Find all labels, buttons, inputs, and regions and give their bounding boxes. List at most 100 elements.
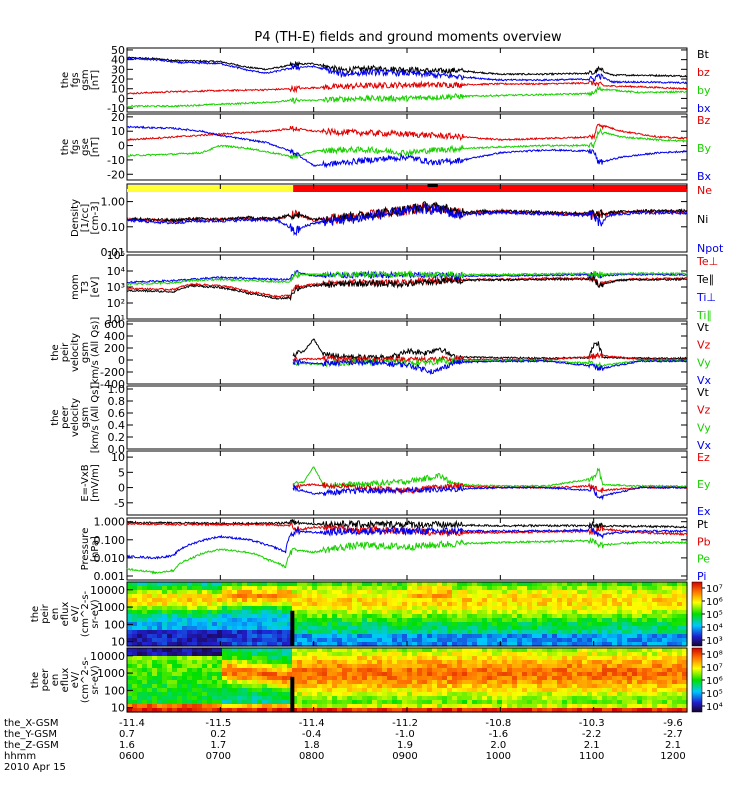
heatmap-cell (272, 614, 278, 619)
heatmap-cell (252, 688, 258, 693)
heatmap-cell (642, 704, 648, 709)
y-tick-label: 1000 (97, 601, 125, 614)
colorbar-tick-label: 10⁶ (706, 676, 723, 687)
heatmap-cell (302, 618, 308, 623)
heatmap-cell (672, 656, 678, 661)
heatmap-cell (192, 626, 198, 631)
heatmap-cell (532, 708, 538, 713)
heatmap-cell (277, 610, 283, 615)
heatmap-cell (677, 696, 683, 701)
heatmap-cell (267, 614, 273, 619)
heatmap-cell (662, 660, 668, 665)
heatmap-cell (582, 602, 588, 607)
heatmap-cell (282, 598, 288, 603)
heatmap-cell (402, 610, 408, 615)
mode-bar-marker (427, 184, 438, 187)
heatmap-cell (232, 696, 238, 701)
heatmap-cell (597, 614, 603, 619)
heatmap-cell (287, 622, 293, 627)
heatmap-cell (602, 652, 608, 657)
heatmap-cell (527, 680, 533, 685)
heatmap-cell (302, 692, 308, 697)
heatmap-cell (127, 642, 133, 647)
heatmap-cell (637, 660, 643, 665)
heatmap-cell (292, 590, 298, 595)
y-axis-label: gsm (80, 407, 91, 428)
heatmap-cell (337, 676, 343, 681)
heatmap-cell (517, 656, 523, 661)
heatmap-cell (312, 672, 318, 677)
heatmap-cell (317, 586, 323, 591)
heatmap-cell (377, 652, 383, 657)
heatmap-cell (207, 656, 213, 661)
heatmap-cell (247, 660, 253, 665)
heatmap-cell (602, 598, 608, 603)
heatmap-cell (537, 688, 543, 693)
heatmap-cell (462, 614, 468, 619)
heatmap-cell (387, 668, 393, 673)
heatmap-cell (642, 630, 648, 635)
heatmap-cell (407, 660, 413, 665)
heatmap-cell (307, 582, 313, 587)
heatmap-cell (662, 622, 668, 627)
heatmap-cell (447, 708, 453, 713)
heatmap-cell (157, 598, 163, 603)
heatmap-cell (407, 590, 413, 595)
heatmap-cell (372, 618, 378, 623)
heatmap-cell (407, 648, 413, 653)
heatmap-cell (507, 704, 513, 709)
heatmap-cell (447, 582, 453, 587)
heatmap-cell (162, 606, 168, 611)
heatmap-cell (172, 704, 178, 709)
heatmap-cell (177, 610, 183, 615)
heatmap-cell (612, 708, 618, 713)
heatmap-cell (287, 652, 293, 657)
heatmap-cell (202, 704, 208, 709)
heatmap-cell (247, 692, 253, 697)
y-tick-label: 10² (107, 297, 125, 310)
heatmap-cell (187, 696, 193, 701)
heatmap-cell (357, 586, 363, 591)
heatmap-cell (582, 634, 588, 639)
heatmap-cell (517, 664, 523, 669)
heatmap-cell (552, 708, 558, 713)
heatmap-cell (507, 692, 513, 697)
heatmap-cell (592, 668, 598, 673)
heatmap-cell (622, 626, 628, 631)
legend-label: Vy (697, 421, 711, 434)
heatmap-cell (197, 582, 203, 587)
heatmap-cell (502, 648, 508, 653)
heatmap-cell (337, 696, 343, 701)
heatmap-cell (342, 602, 348, 607)
heatmap-cell (502, 704, 508, 709)
heatmap-cell (387, 634, 393, 639)
heatmap-cell (472, 656, 478, 661)
heatmap-cell (347, 688, 353, 693)
heatmap-cell (217, 680, 223, 685)
heatmap-cell (182, 634, 188, 639)
heatmap-cell (457, 684, 463, 689)
heatmap-cell (472, 664, 478, 669)
heatmap-cell (332, 594, 338, 599)
heatmap-cell (327, 618, 333, 623)
heatmap-cell (202, 676, 208, 681)
heatmap-cell (582, 704, 588, 709)
heatmap-cell (482, 634, 488, 639)
heatmap-cell (302, 630, 308, 635)
heatmap-cell (512, 680, 518, 685)
heatmap-cell (557, 610, 563, 615)
heatmap-cell (367, 638, 373, 643)
heatmap-cell (547, 594, 553, 599)
heatmap-cell (297, 688, 303, 693)
heatmap-cell (637, 634, 643, 639)
heatmap-cell (137, 676, 143, 681)
heatmap-cell (412, 598, 418, 603)
heatmap-cell (152, 704, 158, 709)
heatmap-cell (402, 684, 408, 689)
heatmap-cell (307, 692, 313, 697)
heatmap-cell (292, 664, 298, 669)
heatmap-cell (382, 602, 388, 607)
heatmap-cell (357, 708, 363, 713)
heatmap-cell (307, 648, 313, 653)
heatmap-cell (187, 614, 193, 619)
